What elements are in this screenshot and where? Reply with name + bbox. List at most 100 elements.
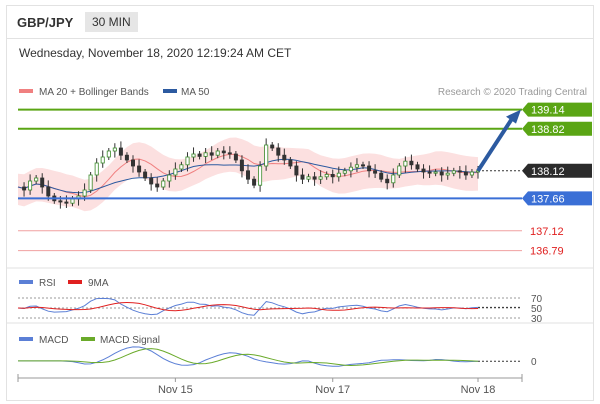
candle-body — [179, 164, 184, 170]
candle-body — [88, 174, 93, 191]
macd-signal-line — [18, 348, 479, 367]
x-tick-label: Nov 15 — [158, 384, 193, 396]
support-label: 137.12 — [530, 226, 564, 238]
rsi-tick-label: 50 — [531, 304, 543, 315]
candle-body — [288, 159, 293, 167]
candle-body — [191, 153, 196, 158]
candle-body — [469, 171, 474, 176]
candle-body — [336, 172, 341, 178]
macd-signal-legend-label: MACD Signal — [100, 335, 160, 346]
resistance-tag — [522, 102, 592, 117]
candle-body — [143, 171, 148, 179]
candle-body — [379, 172, 384, 180]
candle-body — [391, 174, 396, 184]
candle-body — [130, 159, 135, 167]
candle-body — [330, 173, 335, 178]
candle-body — [233, 153, 238, 161]
candle-body — [94, 162, 99, 176]
candle-body — [22, 186, 27, 191]
candle-body — [354, 164, 359, 168]
widget-header: GBP/JPY 30 MIN — [7, 6, 593, 39]
candle-body — [306, 176, 311, 180]
candle-body — [276, 147, 281, 156]
ma20-line — [17, 153, 479, 198]
candle-body — [106, 150, 111, 158]
candle-body — [373, 170, 378, 174]
rsi-legend-label: RSI — [39, 278, 56, 289]
candle-body — [318, 176, 323, 180]
resistance-label: 138.82 — [531, 124, 565, 136]
credit-label: Research © 2020 Trading Central — [438, 87, 587, 98]
candle-body — [112, 147, 117, 152]
candle-body — [282, 154, 287, 161]
candle-body — [185, 156, 190, 166]
currency-pair: GBP/JPY — [17, 15, 74, 30]
macd-plot: 0 — [18, 346, 537, 368]
candle-body — [409, 160, 414, 166]
macd-legend-label: MACD — [39, 335, 68, 346]
candle-body — [173, 168, 178, 176]
candle-body — [385, 178, 390, 184]
candle-body — [294, 165, 299, 176]
ma20-legend-label: MA 20 + Bollinger Bands — [39, 87, 149, 98]
candle-body — [457, 170, 462, 173]
candle-body — [324, 173, 329, 178]
macd-signal-legend-swatch — [81, 337, 95, 341]
candle-body — [439, 171, 444, 176]
rsi-legend-swatch — [19, 280, 33, 284]
x-tick-label: Nov 17 — [315, 384, 350, 396]
candle-body — [415, 164, 420, 170]
macd-line — [18, 346, 479, 367]
rsi-ma-legend-label: 9MA — [88, 278, 109, 289]
macd-tick-label: 0 — [531, 357, 537, 368]
forecast-arrow-shaft — [476, 114, 516, 172]
current-price-tag — [522, 163, 592, 178]
rsi-ma-line — [17, 301, 479, 312]
candle-body — [264, 144, 269, 167]
candle-body — [300, 174, 305, 180]
candle-body — [433, 171, 438, 174]
candle-body — [161, 180, 166, 188]
forecast-arrow-head — [506, 109, 521, 124]
main-plot: 139.14 138.82 137.66 137.12 136.79 138.12 — [17, 102, 592, 258]
candle-body — [100, 156, 105, 164]
candle-body — [124, 154, 129, 161]
candle-body — [149, 177, 154, 185]
candle-body — [367, 165, 372, 172]
x-tick-label: Nov 18 — [461, 384, 496, 396]
candle-body — [252, 178, 257, 186]
candle-body — [70, 198, 75, 204]
widget-frame — [6, 5, 594, 401]
candle-body — [197, 153, 202, 157]
timestamp: Wednesday, November 18, 2020 12:19:24 AM… — [19, 46, 292, 60]
candle-body — [245, 170, 250, 180]
candle-body — [397, 165, 402, 176]
candle-body — [360, 164, 365, 167]
candle-body — [34, 177, 39, 182]
candle-body — [215, 150, 220, 156]
timeframe-badge[interactable]: 30 MIN — [85, 12, 138, 32]
candle-body — [445, 172, 450, 176]
rsi-ma-legend-swatch — [68, 280, 82, 284]
candle-body — [82, 189, 87, 197]
candle-body — [64, 201, 69, 204]
rsi-tick-label: 30 — [531, 314, 543, 325]
rsi-tick-label: 70 — [531, 294, 543, 305]
candle-body — [155, 183, 160, 188]
candle-body — [227, 152, 232, 155]
macd-legend-swatch — [19, 337, 33, 341]
candle-body — [203, 152, 208, 157]
candle-body — [342, 170, 347, 174]
ma50-legend-swatch — [163, 89, 177, 93]
candle-body — [46, 186, 51, 197]
candle-body — [451, 170, 456, 174]
candle-body — [427, 171, 432, 174]
candle-body — [28, 180, 33, 191]
resistance-label: 139.14 — [531, 105, 565, 117]
candle-body — [270, 144, 275, 149]
pivot-tag — [522, 191, 592, 206]
candle-body — [118, 147, 123, 156]
candle-body — [348, 166, 353, 172]
